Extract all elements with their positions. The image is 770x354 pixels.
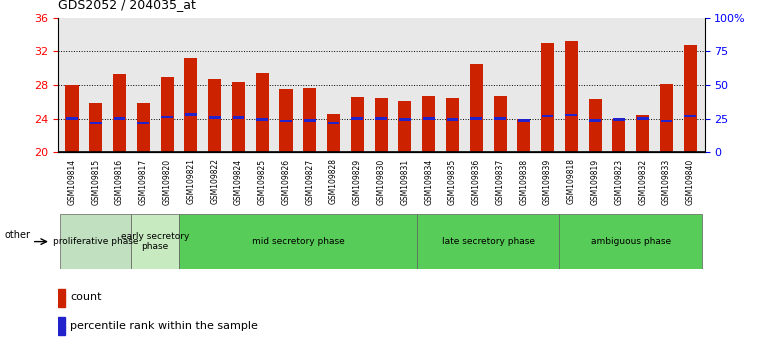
Bar [637, 117, 648, 120]
Bar [470, 117, 482, 120]
Bar [588, 99, 601, 152]
Bar [351, 117, 363, 120]
Bar [517, 119, 531, 152]
Bar [565, 41, 578, 152]
Bar [161, 116, 173, 118]
Bar [684, 45, 697, 152]
Bar [589, 119, 601, 121]
Bar [494, 96, 507, 152]
Bar [65, 85, 79, 152]
Bar [612, 119, 625, 152]
Bar [494, 117, 506, 120]
Bar [304, 119, 316, 121]
Bar [541, 43, 554, 152]
Bar [375, 117, 387, 120]
Bar [161, 76, 174, 152]
Bar [138, 121, 149, 124]
Bar [375, 98, 387, 152]
Bar [256, 118, 268, 121]
Bar [399, 118, 411, 121]
Text: other: other [5, 230, 31, 240]
Bar [447, 118, 458, 121]
Text: late secretory phase: late secretory phase [442, 237, 534, 246]
Bar [256, 73, 269, 152]
Bar [137, 103, 150, 152]
Text: GDS2052 / 204035_at: GDS2052 / 204035_at [58, 0, 196, 11]
Bar [685, 115, 696, 117]
Text: count: count [70, 292, 102, 302]
Bar [179, 214, 417, 269]
Bar [542, 115, 554, 117]
Bar [185, 113, 197, 116]
Text: ambiguous phase: ambiguous phase [591, 237, 671, 246]
Bar [58, 317, 65, 335]
Bar [208, 79, 221, 152]
Bar [114, 117, 126, 120]
Bar [327, 114, 340, 152]
Bar [132, 214, 179, 269]
Bar [417, 214, 560, 269]
Bar [113, 74, 126, 152]
Bar [90, 121, 102, 124]
Bar [660, 84, 673, 152]
Bar [422, 96, 435, 152]
Bar [303, 88, 316, 152]
Text: proliferative phase: proliferative phase [53, 237, 139, 246]
Text: percentile rank within the sample: percentile rank within the sample [70, 321, 258, 331]
Bar [328, 121, 340, 124]
Bar [565, 114, 578, 116]
Bar [351, 97, 364, 152]
Bar [518, 119, 530, 121]
Text: mid secretory phase: mid secretory phase [252, 237, 344, 246]
Bar [66, 117, 78, 120]
Bar [233, 116, 244, 119]
Bar [423, 117, 434, 120]
Bar [184, 58, 197, 152]
Bar [446, 98, 459, 152]
Bar [398, 101, 411, 152]
Bar [661, 120, 672, 122]
Bar [470, 64, 483, 152]
Bar [560, 214, 702, 269]
Bar [280, 120, 292, 122]
Bar [636, 115, 649, 152]
Bar [58, 289, 65, 307]
Bar [209, 116, 220, 119]
Bar [232, 82, 245, 152]
Bar [280, 89, 293, 152]
Text: early secretory
phase: early secretory phase [121, 232, 189, 251]
Bar [613, 118, 624, 121]
Bar [89, 103, 102, 152]
Bar [60, 214, 132, 269]
